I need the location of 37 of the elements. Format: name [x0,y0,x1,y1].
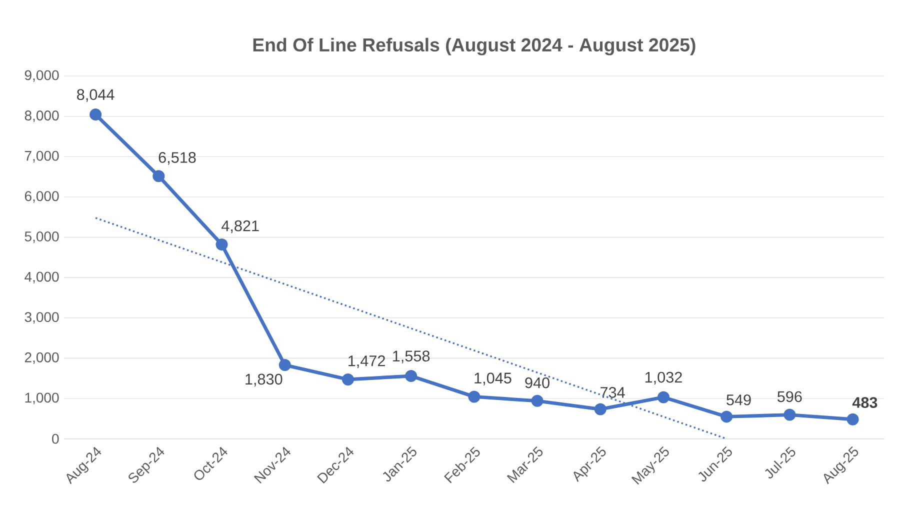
point [216,238,228,251]
data-label: 1,032 [645,372,682,385]
y-tick-label: 4,000 [24,272,59,284]
point [657,391,670,404]
y-tick-label: 6,000 [24,191,59,203]
y-tick-label: 9,000 [24,70,59,82]
point [152,170,165,182]
point [278,359,291,372]
y-tick-label: 7,000 [24,151,59,163]
point [846,414,859,426]
data-label: 1,558 [393,350,430,364]
point [531,395,544,408]
chart-title: End Of Line Refusals (August 2024 - August 2025) [253,38,696,56]
point [784,409,796,422]
point [468,390,480,403]
y-tick-label: 3,000 [24,312,59,324]
y-tick-label: 1,000 [25,392,59,405]
y-tick-label: 0 [52,434,59,444]
data-label: 8,044 [77,89,114,102]
point [90,108,102,121]
point [720,410,733,423]
data-label: 1,472 [348,356,385,368]
data-label: 1,045 [474,372,512,386]
y-tick-label: 5,000 [24,232,59,244]
data-label: 1,830 [246,374,282,387]
data-label: 4,821 [222,220,259,234]
y-tick-label: 8,000 [24,110,59,122]
data-label: 734 [600,387,625,398]
data-label: 483 [852,397,878,408]
y-tick-label: 2,000 [24,352,59,364]
data-label: 940 [525,378,550,388]
point [405,370,418,382]
point [342,374,354,386]
data-label: 6,518 [158,152,196,165]
data-label: 596 [777,391,802,402]
data-label: 549 [726,394,751,406]
point [594,403,606,416]
